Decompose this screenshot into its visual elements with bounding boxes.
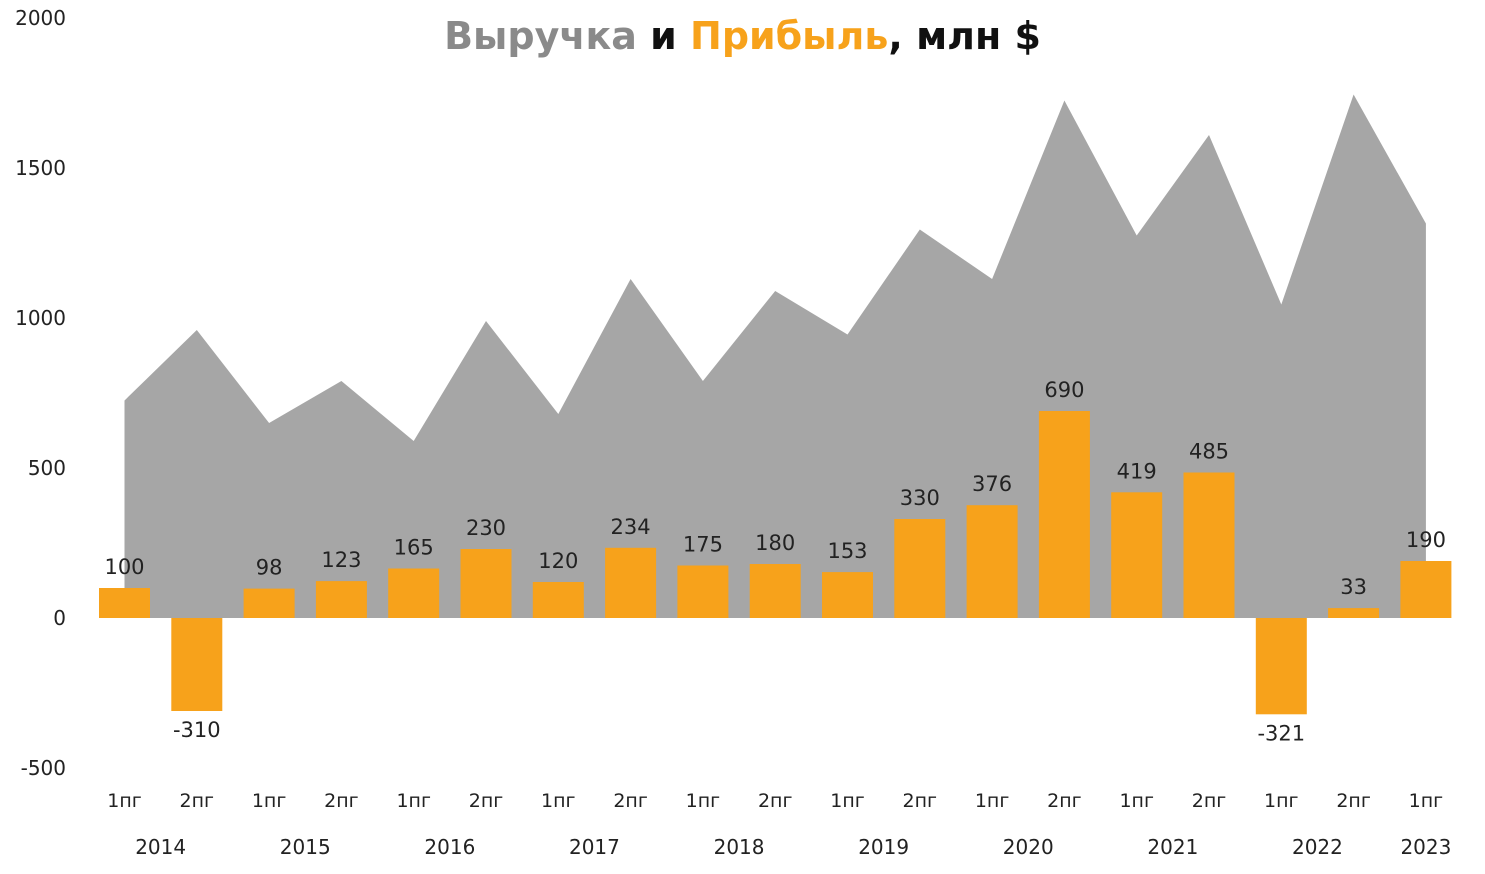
x-tick-label: 1пг xyxy=(396,790,431,812)
profit-data-label: 485 xyxy=(1189,440,1229,464)
x-tick-label: 1пг xyxy=(1409,790,1444,812)
x-tick-label: 1пг xyxy=(252,790,287,812)
profit-data-label: 175 xyxy=(683,533,723,557)
x-tick-label: 1пг xyxy=(975,790,1010,812)
year-label: 2021 xyxy=(1147,835,1198,859)
profit-bar xyxy=(749,564,801,618)
profit-data-label: 376 xyxy=(972,472,1012,496)
x-tick-label: 2пг xyxy=(758,790,793,812)
x-tick-label: 2пг xyxy=(469,790,504,812)
x-tick-label: 1пг xyxy=(1264,790,1299,812)
x-tick-label: 2пг xyxy=(613,790,648,812)
title-and: и xyxy=(636,14,691,58)
profit-bar xyxy=(1328,608,1380,618)
profit-bar xyxy=(99,588,150,618)
chart-title: Выручка и Прибыль, млн $ xyxy=(0,14,1485,58)
profit-bar xyxy=(605,547,657,618)
profit-bar xyxy=(1400,561,1452,618)
profit-data-label: 190 xyxy=(1406,528,1446,552)
profit-bar xyxy=(677,565,729,618)
profit-bar xyxy=(1111,492,1163,618)
profit-bar xyxy=(1183,472,1235,618)
y-tick-label: 1000 xyxy=(15,306,66,330)
x-tick-label: 2пг xyxy=(180,790,215,812)
profit-data-label: 100 xyxy=(104,555,144,579)
profit-bar xyxy=(822,572,873,618)
x-tick-label: 1пг xyxy=(686,790,721,812)
year-label: 2023 xyxy=(1400,835,1451,859)
year-label: 2020 xyxy=(1003,835,1054,859)
x-tick-label: 1пг xyxy=(541,790,576,812)
year-label: 2022 xyxy=(1292,835,1343,859)
profit-bar xyxy=(460,549,512,618)
profit-data-label: 230 xyxy=(466,516,506,540)
x-tick-label: 2пг xyxy=(1047,790,1082,812)
y-tick-label: 0 xyxy=(53,606,66,630)
profit-data-label: -310 xyxy=(173,718,221,742)
x-tick-label: 2пг xyxy=(1192,790,1227,812)
title-revenue: Выручка xyxy=(444,14,637,58)
title-units: , млн $ xyxy=(888,14,1041,58)
x-tick-label: 2пг xyxy=(324,790,359,812)
profit-data-label: 98 xyxy=(256,556,283,580)
profit-bar xyxy=(243,588,295,618)
year-label: 2015 xyxy=(280,835,331,859)
y-tick-label: 2000 xyxy=(15,6,66,30)
profit-data-label: 123 xyxy=(321,548,361,572)
profit-bar xyxy=(966,505,1018,618)
year-label: 2014 xyxy=(135,835,186,859)
profit-bar xyxy=(1038,411,1090,618)
profit-data-label: 153 xyxy=(827,539,867,563)
profit-data-label: 33 xyxy=(1340,575,1367,599)
y-tick-label: -500 xyxy=(21,756,66,780)
profit-bar xyxy=(532,582,584,618)
profit-bar xyxy=(388,568,440,618)
year-label: 2016 xyxy=(424,835,475,859)
profit-data-label: -321 xyxy=(1257,721,1305,745)
profit-bar xyxy=(894,519,946,618)
profit-data-label: 165 xyxy=(394,536,434,560)
y-tick-label: 1500 xyxy=(15,156,66,180)
x-tick-label: 1пг xyxy=(1119,790,1154,812)
profit-data-label: 120 xyxy=(538,549,578,573)
profit-data-label: 234 xyxy=(611,515,651,539)
revenue-area xyxy=(124,94,1426,618)
profit-bar xyxy=(1255,618,1307,715)
profit-data-label: 690 xyxy=(1044,378,1084,402)
profit-data-label: 330 xyxy=(900,486,940,510)
x-tick-label: 2пг xyxy=(903,790,938,812)
y-tick-label: 500 xyxy=(28,456,66,480)
year-label: 2018 xyxy=(714,835,765,859)
x-tick-label: 2пг xyxy=(1336,790,1371,812)
x-tick-label: 1пг xyxy=(107,790,142,812)
title-profit: Прибыль xyxy=(690,14,889,58)
profit-data-label: 180 xyxy=(755,531,795,555)
profit-data-label: 419 xyxy=(1117,459,1157,483)
profit-bar xyxy=(171,618,223,711)
profit-bar xyxy=(315,581,367,618)
year-label: 2017 xyxy=(569,835,620,859)
year-label: 2019 xyxy=(858,835,909,859)
x-tick-label: 1пг xyxy=(830,790,865,812)
